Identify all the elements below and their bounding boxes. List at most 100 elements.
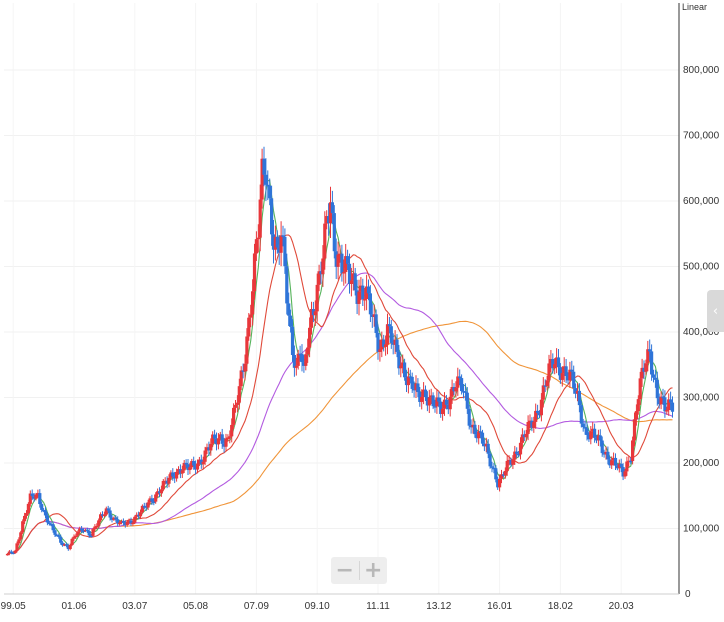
candle-down xyxy=(285,266,289,304)
candle-down xyxy=(38,493,42,505)
candle-down xyxy=(347,263,352,284)
candle-down xyxy=(642,367,646,372)
candle-down xyxy=(486,443,490,454)
candle-up xyxy=(513,451,517,460)
candle-up xyxy=(133,516,137,523)
candle-down xyxy=(496,479,500,488)
candle-up xyxy=(211,434,215,444)
candle-up xyxy=(380,339,384,350)
candle-down xyxy=(403,362,407,378)
candle-up xyxy=(665,410,669,412)
candle-down xyxy=(391,342,395,345)
candle-down xyxy=(543,385,547,387)
y-scale-label[interactable]: Linear xyxy=(682,2,707,12)
candle-up xyxy=(232,407,236,425)
candle-up xyxy=(617,463,621,469)
candle-down xyxy=(439,401,443,415)
zoom-out-button[interactable]: − xyxy=(335,557,354,583)
candle-up xyxy=(338,253,342,256)
candle-up xyxy=(399,365,403,369)
candle-up xyxy=(36,493,40,495)
candle-up xyxy=(359,285,363,292)
candle-up xyxy=(328,202,333,224)
candle-down xyxy=(594,437,599,441)
zoom-in-button[interactable]: + xyxy=(364,557,383,583)
candle-down xyxy=(292,355,296,368)
x-tick-label: 11.11 xyxy=(366,601,390,612)
candle-down xyxy=(366,286,371,294)
y-tick-label: 300,000 xyxy=(683,393,720,404)
candle-up xyxy=(646,349,650,364)
candle-up xyxy=(97,520,101,526)
candle-up xyxy=(401,362,405,366)
grid xyxy=(4,3,679,594)
candle-up xyxy=(498,478,502,488)
candle-down xyxy=(123,522,127,526)
y-tick-labels: 0 100,000 200,000 300,000 400,000 500,000 600,… xyxy=(683,65,720,600)
candle-up xyxy=(7,551,11,554)
candle-up xyxy=(188,467,192,471)
candle-down xyxy=(137,514,141,517)
candle-up xyxy=(414,383,418,391)
candle-up xyxy=(62,544,67,546)
candle-down xyxy=(564,366,568,377)
candle-down xyxy=(657,398,661,405)
candle-up xyxy=(169,472,173,478)
candle-down xyxy=(608,459,612,466)
candle-down xyxy=(59,536,63,543)
ma-line-red xyxy=(7,234,673,555)
candle-down xyxy=(469,425,473,428)
candle-down xyxy=(663,397,667,412)
candle-up xyxy=(342,272,346,274)
candle-up xyxy=(203,450,207,462)
candle-up xyxy=(456,376,460,388)
candle-down xyxy=(404,377,409,386)
candle-up xyxy=(93,526,97,530)
candle-up xyxy=(505,460,509,471)
candlesticks xyxy=(5,146,675,556)
candle-up xyxy=(140,505,144,513)
candle-down xyxy=(81,530,86,533)
candle-up xyxy=(631,440,635,462)
candle-up xyxy=(163,480,167,483)
candle-down xyxy=(418,392,422,402)
candle-down xyxy=(412,388,416,391)
candle-down xyxy=(100,514,105,516)
candle-down xyxy=(629,460,633,463)
candle-down xyxy=(121,521,125,523)
candle-down xyxy=(53,530,57,535)
candle-up xyxy=(131,522,135,525)
candle-up xyxy=(667,399,671,411)
side-panel-toggle[interactable]: ‹ xyxy=(707,290,724,332)
candle-up xyxy=(201,461,205,465)
candle-up xyxy=(372,314,376,317)
candle-up xyxy=(545,380,549,386)
candle-down xyxy=(482,443,486,447)
candle-up xyxy=(528,420,532,423)
candle-down xyxy=(173,476,177,479)
candle-up xyxy=(279,235,283,253)
candle-up xyxy=(477,431,481,439)
candle-down xyxy=(577,390,581,406)
candle-down xyxy=(319,271,323,275)
candle-down xyxy=(311,309,315,316)
candle-up xyxy=(524,433,528,438)
candle-up xyxy=(175,471,179,479)
candle-down xyxy=(57,535,61,537)
candle-down xyxy=(583,427,587,429)
candle-down xyxy=(106,508,110,511)
candle-down xyxy=(42,509,46,512)
candle-up xyxy=(146,502,150,508)
candle-up xyxy=(560,373,564,380)
candle-up xyxy=(659,396,663,405)
candle-up xyxy=(180,470,184,474)
candle-down xyxy=(214,438,219,445)
candle-down xyxy=(452,386,456,392)
candle-up xyxy=(102,514,106,517)
candle-up xyxy=(393,339,397,345)
candle-down xyxy=(602,453,606,455)
candle-down xyxy=(669,399,673,403)
candle-up xyxy=(233,404,238,408)
